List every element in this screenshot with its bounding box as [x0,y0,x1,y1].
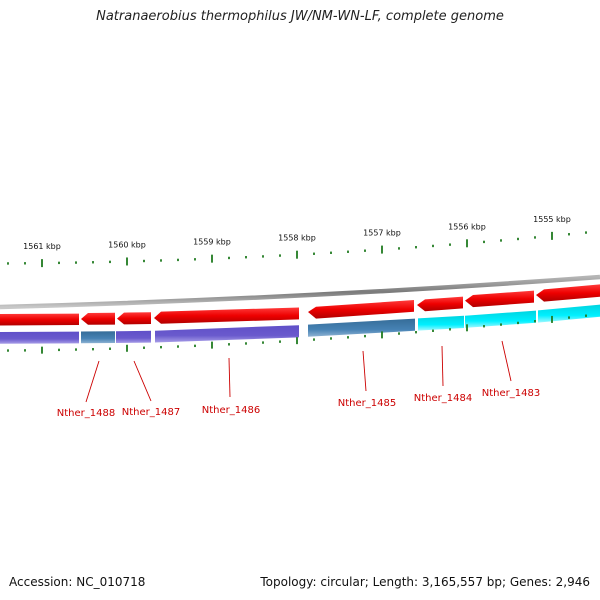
ruler-label: 1556 kbp [448,222,486,231]
gene-label[interactable]: Nther_1485 [338,398,396,409]
ruler-bottom [7,314,587,354]
cds-arrow-1484[interactable] [417,296,463,312]
ruler-top [7,231,587,268]
accession-text: Accession: NC_010718 [9,575,146,589]
genome-summary: Topology: circular; Length: 3,165,557 bp… [260,575,590,589]
gene-label[interactable]: Nther_1487 [122,407,180,418]
map-title: Natranaerobius thermophilus JW/NM-WN-LF,… [96,9,504,24]
cds-arrow-1488[interactable] [0,313,79,326]
category-segment-4[interactable] [155,325,299,343]
category-segment-8[interactable] [538,304,600,323]
gene-label[interactable]: Nther_1488 [57,408,115,419]
gene-callout-line [362,350,367,392]
category-segment-1[interactable] [0,331,79,344]
gene-callout-line [133,360,152,402]
category-track [0,304,600,344]
category-segment-5[interactable] [308,318,415,337]
gene-callout-line [228,357,231,398]
gene-callout-line [501,340,512,382]
ruler-label: 1559 kbp [193,238,231,247]
cds-arrow-1485[interactable] [308,300,414,319]
gene-label[interactable]: Nther_1486 [202,405,260,416]
gene-label[interactable]: Nther_1483 [482,388,540,399]
gene-callouts: Nther_1488 Nther_1487 Nther_1486 Nther_1485… [57,340,540,419]
cds-arrow-1487[interactable] [81,312,115,325]
category-segment-6[interactable] [418,315,464,331]
category-segment-2[interactable] [81,331,115,344]
ruler-label: 1557 kbp [363,229,401,238]
category-segment-3[interactable] [116,330,151,343]
ruler-labels: 1561 kbp 1560 kbp 1559 kbp 1558 kbp 1557 kbp… [23,215,571,251]
gene-label[interactable]: Nther_1484 [414,393,472,404]
ruler-label: 1560 kbp [108,240,146,249]
genome-backbone [0,274,600,310]
ruler-label: 1555 kbp [533,215,571,224]
gene-callout-line [85,360,100,403]
cds-arrow-1486[interactable] [117,312,151,325]
ruler-label: 1558 kbp [278,234,316,243]
cds-arrow-1482[interactable] [536,284,600,302]
cds-arrow-1486b[interactable] [154,307,299,324]
cds-arrow-1483[interactable] [465,290,534,308]
gene-callout-line [441,345,444,387]
forward-cds-track [0,284,600,326]
ruler-label: 1561 kbp [23,242,61,251]
